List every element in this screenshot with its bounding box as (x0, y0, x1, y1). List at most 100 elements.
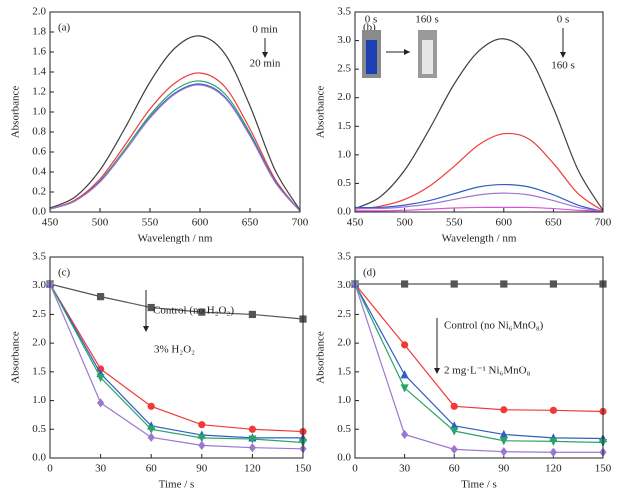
x-axis-label: Time / s (461, 479, 497, 491)
marker (500, 447, 508, 457)
annotation: 2 mg·L⁻¹ Ni₆MnO₈ (444, 365, 531, 377)
annotation: Control (no H₂O₂) (153, 305, 234, 317)
y-tick-label: 0.5 (337, 177, 351, 189)
series-line (49, 283, 303, 439)
y-tick-label: 2.0 (32, 337, 46, 349)
marker (401, 429, 409, 440)
series-line (354, 38, 604, 211)
y-tick-label: 1.6 (32, 46, 46, 58)
marker (450, 444, 458, 454)
annotation: 160 s (415, 14, 439, 26)
series-line (49, 283, 304, 450)
series-line (49, 83, 301, 212)
annotation: 0 min (252, 24, 278, 36)
y-axis-label: Absorbance (315, 331, 327, 384)
marker (549, 280, 557, 288)
marker (499, 437, 508, 446)
y-tick-label: 0.2 (32, 186, 46, 198)
panel-label: (d) (363, 267, 376, 279)
marker (450, 402, 458, 410)
annotation: 0 s (365, 14, 378, 26)
plot-frame (354, 256, 604, 459)
x-tick-label: 500 (92, 217, 109, 229)
y-tick-label: 2.5 (337, 63, 351, 75)
marker (500, 406, 508, 414)
x-tick-label: 600 (192, 217, 209, 229)
x-axis-label: Time / s (159, 479, 195, 491)
panel-label: (a) (58, 22, 71, 34)
y-tick-label: 0.4 (32, 166, 46, 178)
y-tick-label: 0.8 (32, 126, 46, 138)
arrow-head (434, 368, 440, 374)
arrow-head (404, 49, 410, 55)
y-axis-label: Absorbance (10, 86, 22, 139)
x-tick-label: 120 (244, 463, 261, 475)
series-line (49, 72, 301, 212)
y-tick-label: 0.0 (337, 452, 351, 464)
plot-frame (354, 11, 604, 213)
marker (499, 429, 508, 439)
y-tick-label: 3.5 (32, 251, 46, 263)
marker (401, 341, 409, 349)
y-tick-label: 2.0 (32, 6, 46, 18)
y-tick-label: 3.0 (32, 279, 46, 291)
x-tick-label: 150 (595, 463, 612, 475)
x-axis-label: Wavelength / nm (138, 233, 213, 245)
plot-frame (49, 256, 304, 459)
y-tick-label: 1.5 (32, 365, 46, 377)
marker (450, 427, 459, 436)
y-tick-label: 2.0 (337, 337, 351, 349)
marker (549, 437, 558, 446)
x-tick-label: 550 (142, 217, 159, 229)
annotation: 3% H₂O₂ (154, 344, 195, 356)
marker (549, 406, 558, 414)
y-tick-label: 3.5 (337, 251, 351, 263)
series-line (354, 283, 604, 413)
x-tick-label: 30 (399, 463, 411, 475)
marker (400, 384, 409, 393)
y-tick-label: 1.0 (32, 394, 46, 406)
y-tick-label: 0.6 (32, 146, 46, 158)
marker (97, 398, 105, 408)
y-tick-label: 0.5 (32, 423, 46, 435)
x-tick-label: 650 (242, 217, 259, 229)
x-tick-label: 450 (347, 217, 364, 229)
x-tick-label: 600 (496, 217, 513, 229)
panel-label: (c) (58, 267, 71, 279)
series-line (354, 132, 604, 212)
x-tick-label: 90 (498, 463, 510, 475)
x-tick-label: 700 (292, 217, 309, 229)
x-tick-label: 500 (396, 217, 413, 229)
marker (198, 440, 206, 450)
series-line (354, 283, 603, 453)
marker (500, 280, 508, 288)
x-tick-label: 150 (295, 463, 312, 475)
marker (248, 443, 256, 453)
marker (96, 374, 105, 383)
series-line (354, 206, 604, 213)
annotation: 160 s (551, 60, 575, 72)
panel: 0.0 0.5 1.0 1.5 2.0 2.5 3.0 3.5 0 30 60 90 120 150 Tim… (10, 251, 312, 491)
marker (400, 370, 409, 379)
x-tick-label: 60 (146, 463, 158, 475)
x-tick-label: 700 (595, 217, 612, 229)
y-tick-label: 3.0 (337, 279, 351, 291)
y-tick-label: 0.5 (337, 423, 351, 435)
panel: 0.0 0.5 1.0 1.5 2.0 2.5 3.0 3.5 450 500 550 600 650 7… (315, 6, 612, 245)
y-tick-label: 1.0 (337, 394, 351, 406)
series-line (49, 283, 304, 433)
y-tick-label: 1.5 (337, 120, 351, 132)
series-line (49, 283, 304, 444)
y-tick-label: 1.2 (32, 86, 46, 98)
annotation: 20 min (250, 58, 281, 70)
marker (401, 280, 409, 288)
x-tick-label: 650 (545, 217, 562, 229)
y-tick-label: 3.5 (337, 6, 351, 18)
x-tick-label: 0 (47, 463, 53, 475)
y-tick-label: 1.4 (32, 66, 46, 78)
y-axis-label: Absorbance (10, 331, 22, 384)
marker (198, 421, 206, 429)
x-tick-label: 30 (95, 463, 107, 475)
x-tick-label: 550 (446, 217, 463, 229)
